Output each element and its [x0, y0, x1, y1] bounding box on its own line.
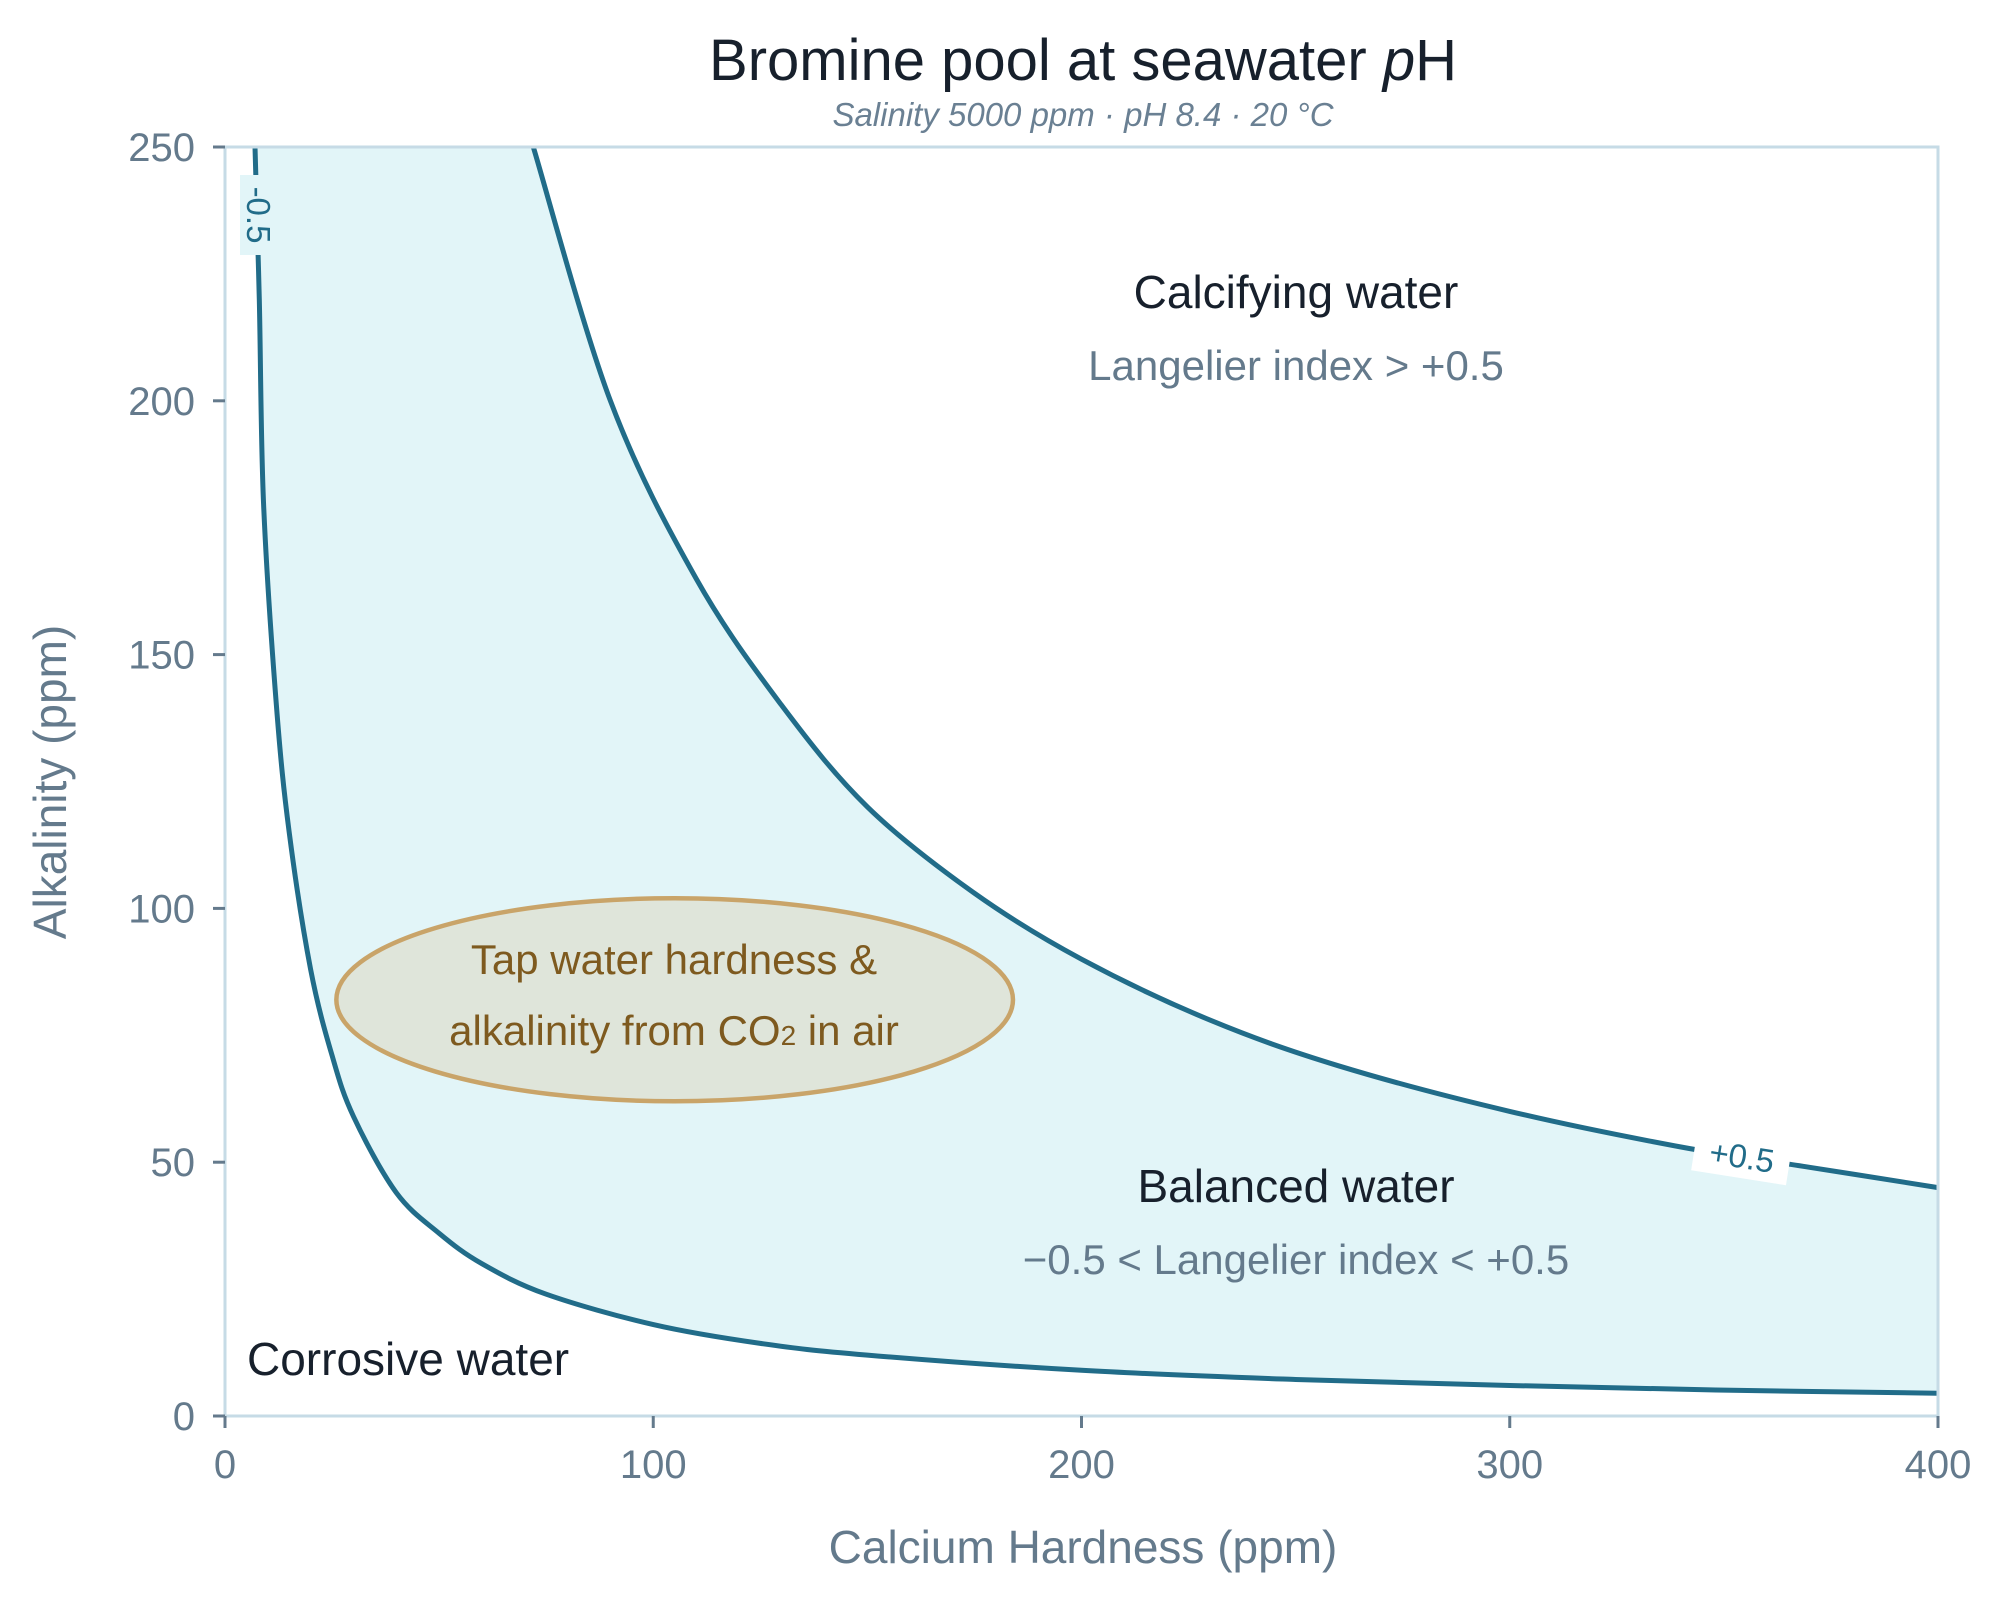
- y-axis-label: Alkalinity (ppm): [24, 625, 76, 939]
- title-main: Bromine pool at seawater: [709, 28, 1383, 93]
- y-tick-label: 100: [128, 887, 195, 931]
- tap-water-label-line1: Tap water hardness &: [471, 936, 877, 983]
- plus-half-curve: [530, 146, 1939, 1191]
- tap-water-ellipse: [334, 895, 1016, 1104]
- y-tick-label: 250: [128, 126, 195, 170]
- y-tick-label: 50: [151, 1141, 196, 1185]
- x-tick-label: 200: [1048, 1443, 1115, 1487]
- plus-half-label-bg: [1691, 1124, 1794, 1186]
- y-axis: 0 50 100 150 200 250: [128, 126, 225, 1439]
- chart-title: Bromine pool at seawater pH: [709, 28, 1457, 93]
- x-tick-label: 400: [1905, 1443, 1972, 1487]
- y-tick-label: 200: [128, 380, 195, 424]
- minus-half-curve-label-group: -0.5: [240, 175, 277, 255]
- chart-subtitle: Salinity 5000 ppm · pH 8.4 · 20 °C: [832, 96, 1334, 133]
- x-tick-label: 0: [214, 1443, 236, 1487]
- title-tail: H: [1415, 28, 1457, 93]
- minus-half-curve: [252, 146, 1939, 1396]
- tap-water-line2-sub: 2: [781, 1020, 797, 1051]
- plus-half-curve-label-group: +0.5: [1691, 1124, 1794, 1186]
- y-tick-label: 150: [128, 634, 195, 678]
- corrosive-title: Corrosive water: [247, 1333, 569, 1385]
- calcifying-sub: Langelier index > +0.5: [1088, 342, 1504, 389]
- tap-water-label-line2: alkalinity from CO2 in air: [449, 1007, 899, 1054]
- tap-water-line2-pre: alkalinity from CO: [449, 1007, 780, 1054]
- balanced-sub: −0.5 < Langelier index < +0.5: [1023, 1236, 1569, 1283]
- x-axis-label: Calcium Hardness (ppm): [829, 1521, 1338, 1573]
- x-axis: 0 100 200 300 400: [214, 1416, 1972, 1487]
- title-italic: p: [1381, 28, 1415, 93]
- y-tick-label: 0: [173, 1395, 195, 1439]
- x-tick-label: 100: [620, 1443, 687, 1487]
- minus-half-label-bg: [240, 175, 276, 255]
- x-tick-label: 300: [1476, 1443, 1543, 1487]
- balanced-title: Balanced water: [1137, 1160, 1454, 1212]
- calcifying-title: Calcifying water: [1134, 266, 1459, 318]
- minus-half-curve-label: -0.5: [240, 187, 277, 244]
- tap-water-line2-post: in air: [796, 1007, 899, 1054]
